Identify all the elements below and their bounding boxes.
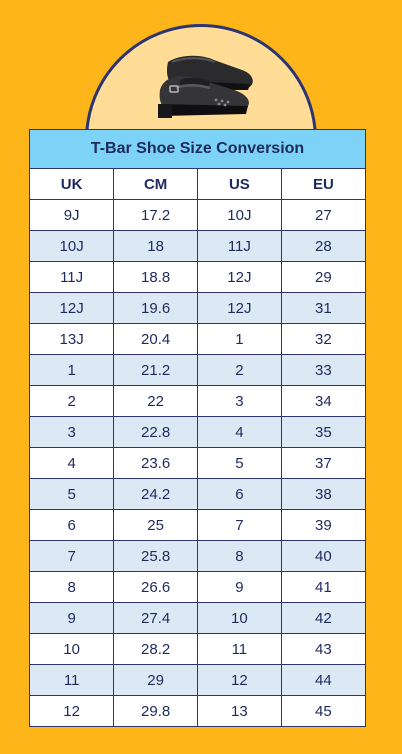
cell-us: 6: [197, 478, 282, 510]
cell-us: 2: [197, 354, 282, 386]
column-header-us: US: [197, 169, 282, 200]
cell-us: 4: [197, 416, 282, 448]
size-chart: T-Bar Shoe Size Conversion UK CM US EU 9…: [29, 129, 366, 727]
cell-us: 7: [197, 509, 282, 541]
cell-uk: 10: [30, 633, 115, 665]
table-row: 1 21.2 2 33: [30, 354, 365, 386]
cell-us: 12J: [197, 261, 282, 293]
cell-cm: 23.6: [113, 447, 198, 479]
cell-cm: 17.2: [113, 199, 198, 231]
table-row: 9J 17.2 10J 27: [30, 199, 365, 231]
cell-uk: 7: [30, 540, 115, 572]
cell-eu: 38: [280, 478, 365, 510]
cell-eu: 34: [280, 385, 365, 417]
table-row: 2 22 3 34: [30, 385, 365, 417]
cell-cm: 25.8: [113, 540, 198, 572]
cell-eu: 42: [280, 602, 365, 634]
table-row: 11 29 12 44: [30, 664, 365, 696]
cell-us: 12J: [197, 292, 282, 324]
cell-us: 10J: [197, 199, 282, 231]
table-row: 7 25.8 8 40: [30, 540, 365, 572]
cell-cm: 29: [113, 664, 198, 696]
column-header-eu: EU: [280, 169, 365, 200]
size-table: UK CM US EU 9J 17.2 10J 27 10J 18 11J 28 11J 18.8…: [30, 169, 365, 726]
table-row: 3 22.8 4 35: [30, 416, 365, 448]
cell-eu: 29: [280, 261, 365, 293]
shoe-icon: [158, 55, 253, 118]
chart-title: T-Bar Shoe Size Conversion: [30, 130, 365, 169]
cell-uk: 10J: [30, 230, 115, 262]
cell-cm: 26.6: [113, 571, 198, 603]
cell-us: 5: [197, 447, 282, 479]
cell-cm: 22.8: [113, 416, 198, 448]
header-row: UK CM US EU: [30, 169, 365, 200]
table-row: 10J 18 11J 28: [30, 230, 365, 262]
cell-us: 10: [197, 602, 282, 634]
cell-cm: 21.2: [113, 354, 198, 386]
cell-cm: 18.8: [113, 261, 198, 293]
cell-eu: 35: [280, 416, 365, 448]
cell-cm: 19.6: [113, 292, 198, 324]
cell-eu: 28: [280, 230, 365, 262]
cell-eu: 27: [280, 199, 365, 231]
cell-uk: 12J: [30, 292, 115, 324]
cell-eu: 39: [280, 509, 365, 541]
cell-uk: 12: [30, 695, 115, 726]
cell-eu: 45: [280, 695, 365, 726]
cell-uk: 11J: [30, 261, 115, 293]
cell-eu: 41: [280, 571, 365, 603]
cell-cm: 18: [113, 230, 198, 262]
table-row: 8 26.6 9 41: [30, 571, 365, 603]
cell-uk: 1: [30, 354, 115, 386]
cell-cm: 27.4: [113, 602, 198, 634]
cell-us: 12: [197, 664, 282, 696]
cell-cm: 25: [113, 509, 198, 541]
table-row: 12J 19.6 12J 31: [30, 292, 365, 324]
cell-us: 3: [197, 385, 282, 417]
cell-uk: 4: [30, 447, 115, 479]
table-row: 5 24.2 6 38: [30, 478, 365, 510]
cell-uk: 11: [30, 664, 115, 696]
cell-eu: 31: [280, 292, 365, 324]
cell-cm: 28.2: [113, 633, 198, 665]
cell-us: 9: [197, 571, 282, 603]
column-header-cm: CM: [113, 169, 198, 200]
cell-cm: 22: [113, 385, 198, 417]
cell-eu: 37: [280, 447, 365, 479]
cell-us: 8: [197, 540, 282, 572]
table-row: 9 27.4 10 42: [30, 602, 365, 634]
table-row: 6 25 7 39: [30, 509, 365, 541]
cell-uk: 8: [30, 571, 115, 603]
cell-cm: 24.2: [113, 478, 198, 510]
cell-uk: 3: [30, 416, 115, 448]
cell-us: 13: [197, 695, 282, 726]
cell-uk: 2: [30, 385, 115, 417]
cell-cm: 20.4: [113, 323, 198, 355]
cell-uk: 13J: [30, 323, 115, 355]
table-row: 12 29.8 13 45: [30, 695, 365, 726]
cell-uk: 9J: [30, 199, 115, 231]
cell-eu: 43: [280, 633, 365, 665]
cell-uk: 9: [30, 602, 115, 634]
cell-us: 1: [197, 323, 282, 355]
column-header-uk: UK: [30, 169, 115, 200]
cell-eu: 32: [280, 323, 365, 355]
table-row: 4 23.6 5 37: [30, 447, 365, 479]
cell-eu: 40: [280, 540, 365, 572]
cell-us: 11J: [197, 230, 282, 262]
table-row: 13J 20.4 1 32: [30, 323, 365, 355]
cell-uk: 6: [30, 509, 115, 541]
table-row: 11J 18.8 12J 29: [30, 261, 365, 293]
cell-us: 11: [197, 633, 282, 665]
cell-cm: 29.8: [113, 695, 198, 726]
cell-uk: 5: [30, 478, 115, 510]
cell-eu: 44: [280, 664, 365, 696]
cell-eu: 33: [280, 354, 365, 386]
table-row: 10 28.2 11 43: [30, 633, 365, 665]
